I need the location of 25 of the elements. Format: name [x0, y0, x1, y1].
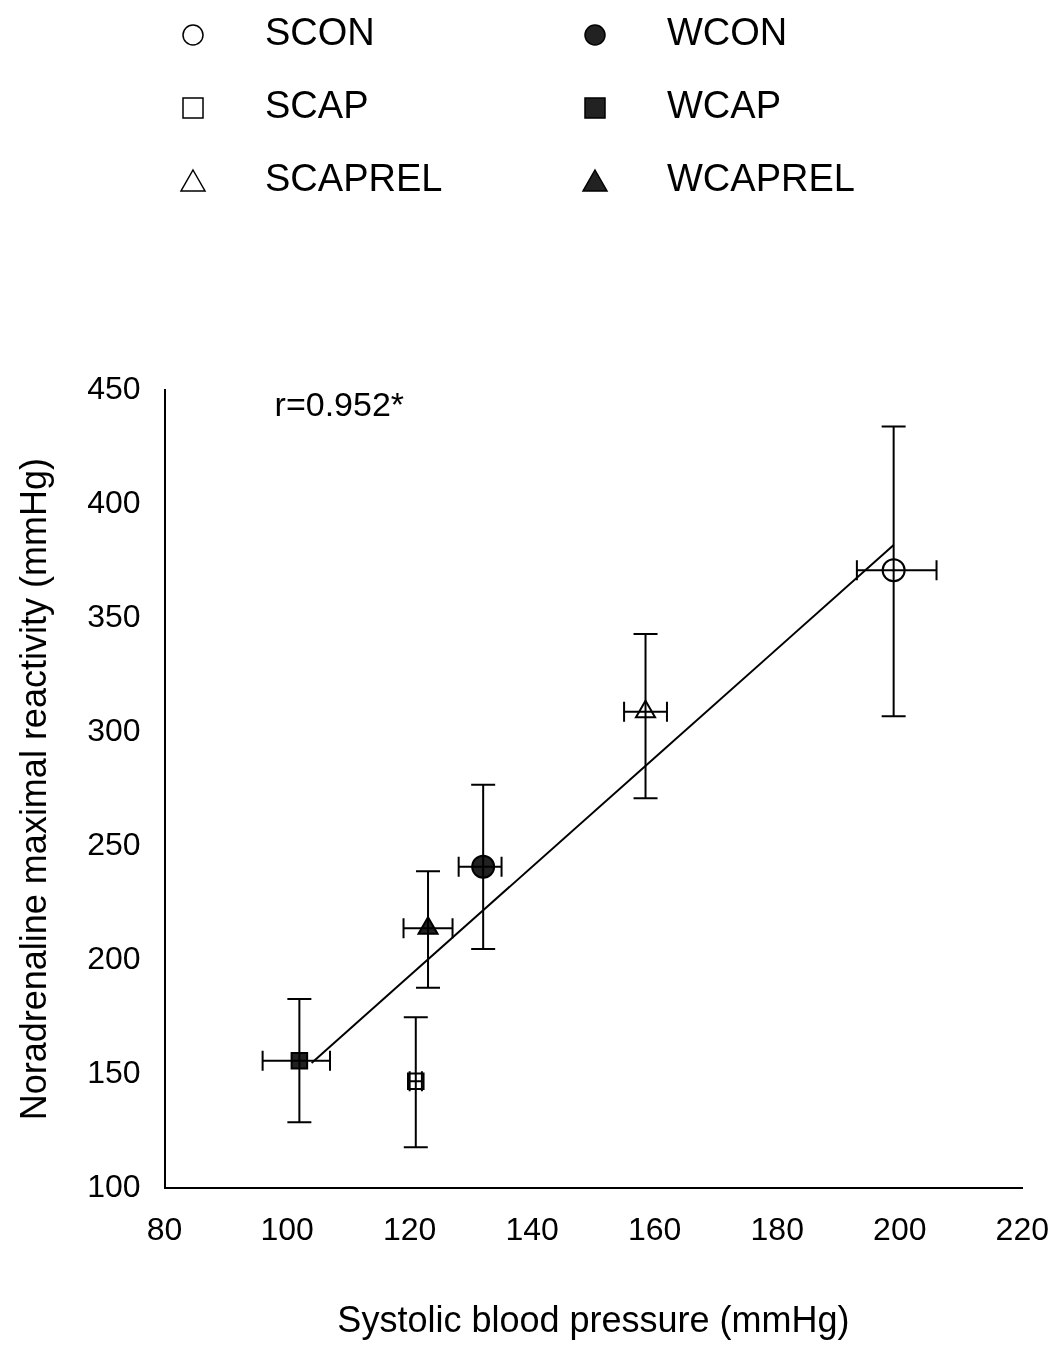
legend-label: SCAP: [265, 84, 369, 127]
x-tick-label: 80: [146, 1211, 183, 1248]
y-tick-label: 350: [87, 597, 141, 634]
y-tick-label: 250: [87, 826, 141, 863]
y-tick-label: 300: [87, 712, 141, 748]
x-tick-label: 120: [382, 1211, 437, 1248]
legend-label: SCON: [265, 11, 375, 54]
x-tick-label: 100: [260, 1211, 314, 1248]
y-tick-label: 200: [87, 940, 141, 977]
legend-label: WCAPREL: [667, 157, 855, 200]
x-tick-label: 140: [505, 1211, 559, 1248]
x-axis-title: Systolic blood pressure (mmHg): [337, 1299, 850, 1341]
y-tick-label: 450: [87, 369, 141, 406]
x-tick-label: 180: [750, 1211, 804, 1248]
x-tick-label: 220: [995, 1211, 1049, 1248]
x-tick-label: 160: [628, 1211, 682, 1248]
y-tick-label: 150: [87, 1054, 141, 1091]
y-axis-title: Noradrenaline maximal reactivity (mmHg): [12, 458, 54, 1121]
y-tick-label: 100: [87, 1168, 141, 1205]
annotation: r=0.952*: [274, 385, 405, 424]
x-tick-label: 200: [873, 1211, 927, 1248]
legend-label: WCAP: [667, 84, 781, 127]
y-tick-label: 400: [87, 483, 141, 520]
legend-label: WCON: [667, 11, 788, 54]
legend-label: SCAPREL: [265, 157, 443, 200]
